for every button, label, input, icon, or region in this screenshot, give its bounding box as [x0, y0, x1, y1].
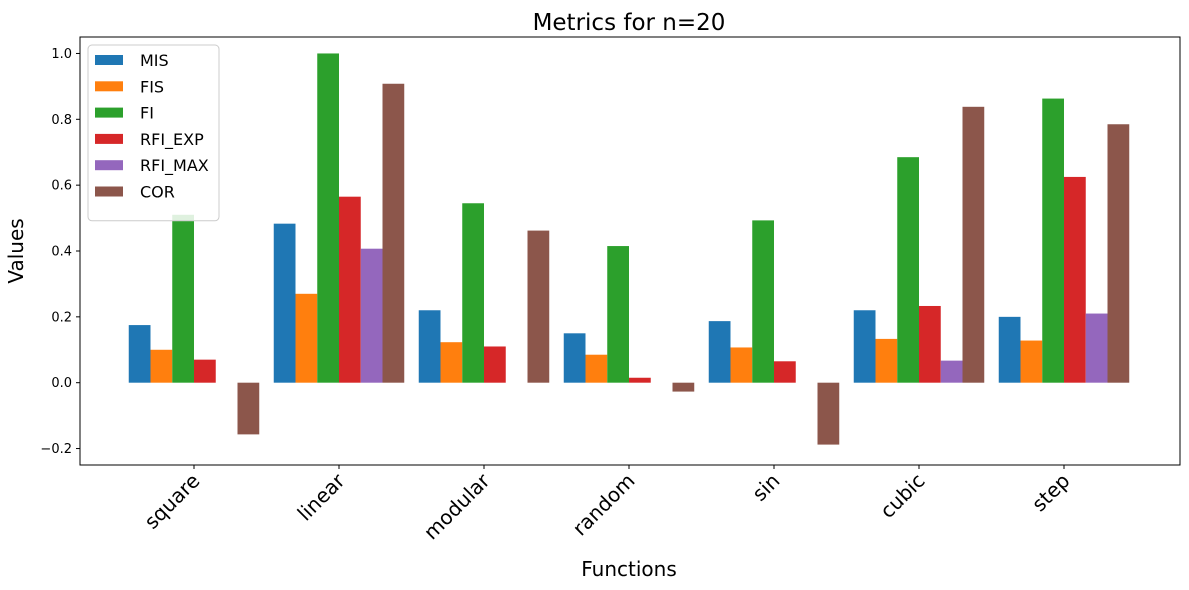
chart-title: Metrics for n=20: [533, 10, 726, 36]
y-tick-label: 0.2: [51, 310, 72, 325]
y-tick-label: 0.4: [51, 245, 72, 260]
y-tick-label: 1.0: [51, 47, 72, 62]
legend-label-rfi-max: RFI_MAX: [140, 156, 209, 176]
bar-rfi-exp-linear: [339, 196, 361, 383]
bar-cor-modular: [527, 230, 550, 383]
bar-fis-step: [1020, 340, 1043, 383]
bar-cor-square: [237, 382, 260, 435]
bar-cor-random: [672, 382, 695, 392]
bar-fi-linear: [317, 53, 339, 383]
x-tick-label-cubic: cubic: [875, 469, 929, 523]
bar-mis-sin: [708, 321, 731, 383]
legend-label-mis: MIS: [140, 51, 169, 70]
y-tick-label: 0.0: [51, 376, 72, 391]
bar-fi-sin: [752, 220, 774, 383]
y-axis: −0.2 0.0 0.2 0.4 0.6 0.8 1.0: [40, 47, 80, 457]
bar-fis-random: [585, 354, 608, 383]
legend-label-fi: FI: [140, 104, 154, 123]
bar-rfi-exp-step: [1064, 176, 1086, 383]
bar-mis-square: [128, 325, 151, 383]
bar-fi-square: [172, 214, 194, 383]
bar-fis-cubic: [875, 338, 898, 383]
bar-rfi-exp-cubic: [919, 305, 941, 383]
y-axis-title: Values: [4, 218, 28, 283]
bar-rfi-exp-sin: [774, 361, 796, 383]
x-tick-label-sin: sin: [747, 469, 784, 506]
bar-cor-sin: [817, 382, 840, 445]
bar-fi-cubic: [897, 157, 919, 383]
legend-label-fis: FIS: [140, 77, 164, 96]
bar-fis-sin: [730, 347, 753, 383]
bar-cor-linear: [382, 83, 405, 383]
bar-cor-step: [1107, 124, 1130, 383]
legend-swatch-fis: [95, 81, 123, 92]
bar-mis-step: [998, 316, 1021, 383]
x-axis: square linear modular random sin cubic step: [139, 465, 1075, 544]
legend-label-rfi-exp: RFI_EXP: [140, 130, 204, 150]
bar-mis-linear: [273, 223, 296, 383]
bar-cor-cubic: [962, 106, 985, 383]
y-tick-label: 0.8: [51, 113, 72, 128]
legend-swatch-rfi-exp: [95, 133, 123, 144]
bar-mis-modular: [418, 310, 441, 383]
legend-swatch-cor: [95, 186, 123, 197]
legend-swatch-rfi-max: [95, 160, 123, 171]
legend-label-cor: COR: [140, 183, 175, 202]
x-tick-label-step: step: [1027, 469, 1075, 517]
legend-swatch-mis: [95, 55, 123, 65]
bar-fi-random: [607, 246, 629, 383]
bar-rfi-exp-square: [194, 359, 216, 383]
legend-swatch-fi: [95, 107, 123, 118]
bar-fi-step: [1042, 98, 1064, 383]
y-tick-label: 0.6: [51, 179, 72, 194]
bar-rfi-exp-modular: [484, 346, 506, 383]
bar-rfi-max-linear: [360, 248, 383, 383]
bar-rfi-max-cubic: [940, 360, 963, 383]
x-tick-label-random: random: [568, 469, 640, 541]
bars-group: [128, 53, 1130, 445]
bar-mis-cubic: [853, 310, 876, 383]
x-tick-label-linear: linear: [293, 468, 351, 526]
bar-fis-linear: [295, 293, 318, 383]
bar-rfi-max-step: [1085, 313, 1108, 383]
x-tick-label-modular: modular: [419, 468, 495, 544]
y-tick-label: −0.2: [40, 442, 72, 457]
x-tick-label-square: square: [139, 469, 204, 534]
bar-fi-modular: [462, 203, 484, 383]
legend: MIS FIS FI RFI_EXP RFI_MAX COR: [87, 44, 220, 222]
bar-fis-modular: [440, 342, 463, 383]
bar-mis-random: [563, 333, 586, 383]
x-axis-title: Functions: [581, 557, 677, 581]
bar-rfi-exp-random: [629, 377, 651, 383]
bar-fis-square: [150, 349, 173, 383]
